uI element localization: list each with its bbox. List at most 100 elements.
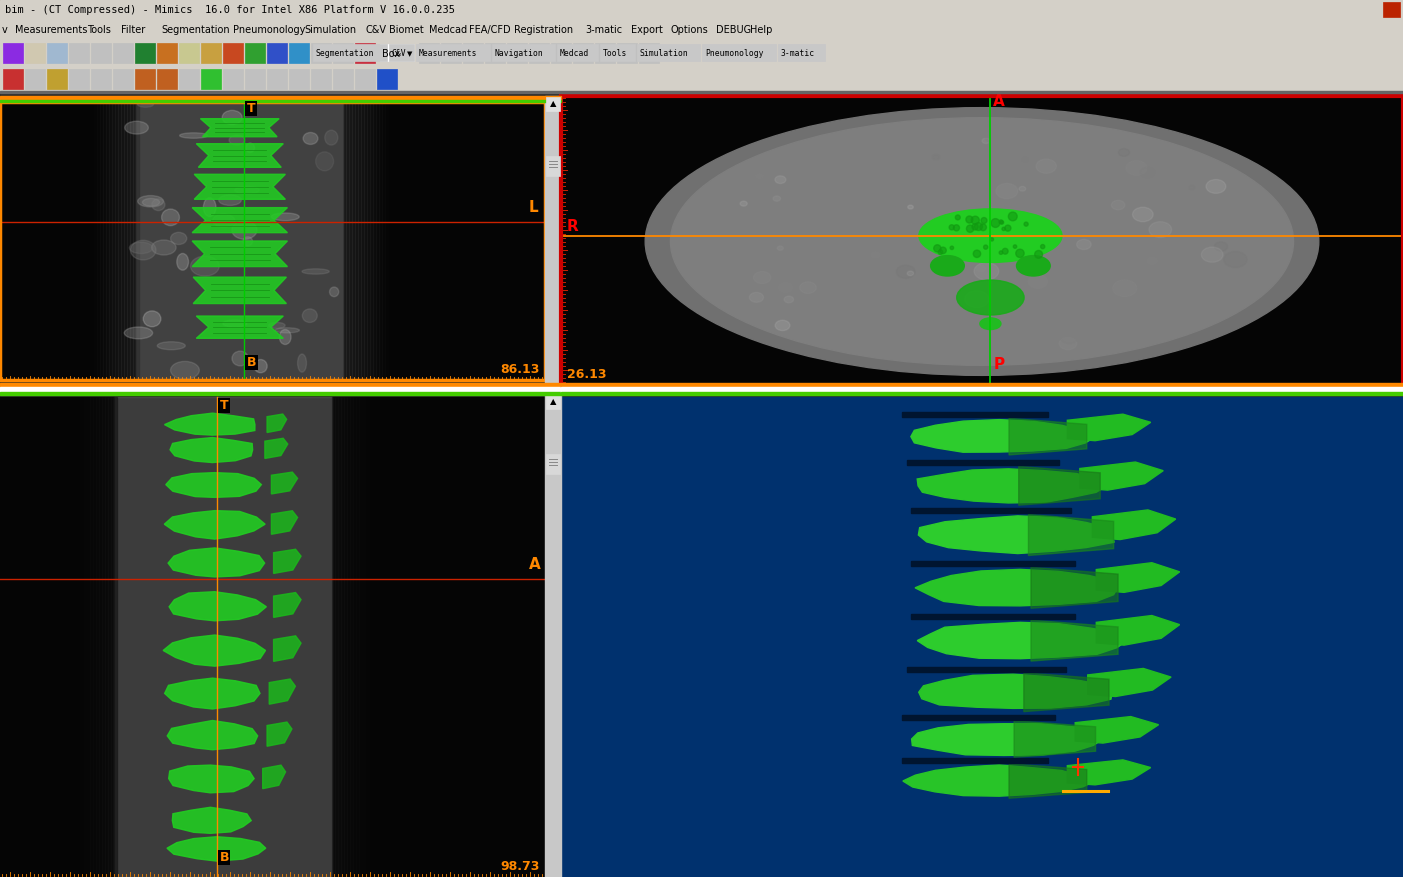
Ellipse shape	[645, 108, 1319, 375]
Ellipse shape	[171, 361, 199, 379]
Ellipse shape	[1009, 212, 1017, 221]
Polygon shape	[201, 118, 279, 137]
Text: Medcad: Medcad	[429, 25, 467, 35]
Ellipse shape	[1118, 148, 1129, 156]
Bar	[377, 69, 397, 89]
Polygon shape	[1096, 563, 1180, 592]
Ellipse shape	[297, 354, 306, 372]
Ellipse shape	[302, 268, 330, 275]
Bar	[386, 102, 389, 380]
Ellipse shape	[971, 216, 979, 225]
Bar	[902, 715, 1055, 719]
Bar	[383, 102, 386, 380]
Ellipse shape	[975, 223, 982, 231]
Bar	[108, 397, 111, 877]
Bar	[46, 69, 67, 89]
Polygon shape	[164, 413, 255, 435]
Ellipse shape	[954, 225, 960, 231]
Bar	[546, 454, 560, 474]
Bar	[338, 397, 341, 877]
Ellipse shape	[1141, 168, 1155, 177]
Text: ▼: ▼	[407, 51, 412, 57]
Bar	[157, 43, 177, 63]
Ellipse shape	[1214, 242, 1228, 252]
Polygon shape	[1019, 467, 1100, 505]
Ellipse shape	[1113, 280, 1136, 296]
Bar	[135, 69, 154, 89]
Ellipse shape	[1127, 160, 1148, 175]
Polygon shape	[262, 765, 286, 788]
Bar	[902, 758, 1048, 763]
Ellipse shape	[780, 159, 787, 164]
Bar	[0, 0, 1403, 20]
Ellipse shape	[1000, 221, 1003, 225]
Polygon shape	[1080, 462, 1163, 490]
Text: 98.73: 98.73	[501, 860, 540, 873]
Text: FEA/CFD: FEA/CFD	[469, 25, 511, 35]
Bar	[118, 102, 121, 380]
Bar	[1383, 2, 1400, 17]
Ellipse shape	[1207, 180, 1226, 193]
Bar	[355, 102, 358, 380]
Bar	[180, 69, 199, 89]
Text: R: R	[567, 218, 579, 233]
Ellipse shape	[957, 280, 1024, 315]
Polygon shape	[1068, 414, 1150, 440]
Ellipse shape	[974, 262, 999, 280]
Ellipse shape	[330, 287, 338, 296]
Bar	[267, 43, 288, 63]
Bar	[373, 102, 376, 380]
Bar	[0, 383, 561, 387]
Ellipse shape	[784, 296, 794, 303]
Ellipse shape	[152, 240, 177, 255]
Bar	[415, 44, 490, 61]
Ellipse shape	[243, 237, 253, 246]
Polygon shape	[267, 414, 286, 432]
Polygon shape	[918, 623, 1127, 659]
Polygon shape	[1028, 515, 1114, 555]
Bar	[115, 397, 118, 877]
Ellipse shape	[234, 187, 260, 194]
Polygon shape	[194, 175, 285, 199]
Bar	[546, 395, 560, 409]
Bar	[380, 44, 414, 61]
Bar	[368, 102, 370, 380]
Text: Segmentation: Segmentation	[316, 49, 375, 59]
Ellipse shape	[1035, 159, 1056, 174]
Ellipse shape	[229, 135, 244, 145]
Text: B: B	[247, 356, 257, 369]
Text: Pneumonology: Pneumonology	[704, 49, 763, 59]
Polygon shape	[1009, 418, 1087, 455]
Polygon shape	[167, 721, 258, 750]
Ellipse shape	[1002, 227, 1006, 231]
Text: Medcad: Medcad	[560, 49, 589, 59]
Ellipse shape	[955, 215, 960, 220]
Bar	[349, 102, 352, 380]
Ellipse shape	[933, 160, 954, 175]
Bar	[354, 397, 356, 877]
Bar	[157, 69, 177, 89]
Bar	[223, 69, 243, 89]
Polygon shape	[168, 765, 254, 793]
Bar	[352, 102, 355, 380]
Ellipse shape	[965, 290, 989, 308]
Bar	[561, 392, 1403, 395]
Ellipse shape	[800, 282, 817, 294]
Polygon shape	[167, 837, 265, 861]
Bar	[246, 69, 265, 89]
Bar	[389, 44, 414, 61]
Ellipse shape	[1148, 257, 1157, 265]
Text: Pneumonology: Pneumonology	[233, 25, 306, 35]
Bar	[599, 44, 636, 61]
Bar	[348, 397, 351, 877]
Ellipse shape	[219, 195, 241, 205]
Text: Navigation: Navigation	[494, 49, 543, 59]
Ellipse shape	[269, 323, 285, 328]
Ellipse shape	[1017, 255, 1051, 276]
Bar	[544, 96, 561, 387]
Ellipse shape	[741, 201, 748, 206]
Ellipse shape	[965, 216, 974, 223]
Bar	[912, 509, 1070, 513]
Ellipse shape	[171, 232, 187, 245]
Text: T: T	[219, 399, 229, 412]
